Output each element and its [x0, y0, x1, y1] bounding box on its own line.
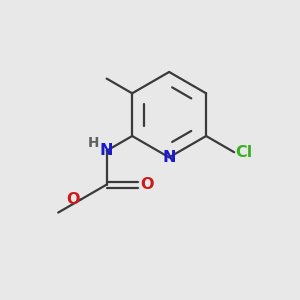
Text: N: N [162, 150, 176, 165]
Text: H: H [88, 136, 99, 150]
Text: Cl: Cl [236, 145, 253, 160]
Text: O: O [66, 192, 80, 207]
Text: N: N [100, 143, 113, 158]
Text: O: O [140, 177, 154, 192]
